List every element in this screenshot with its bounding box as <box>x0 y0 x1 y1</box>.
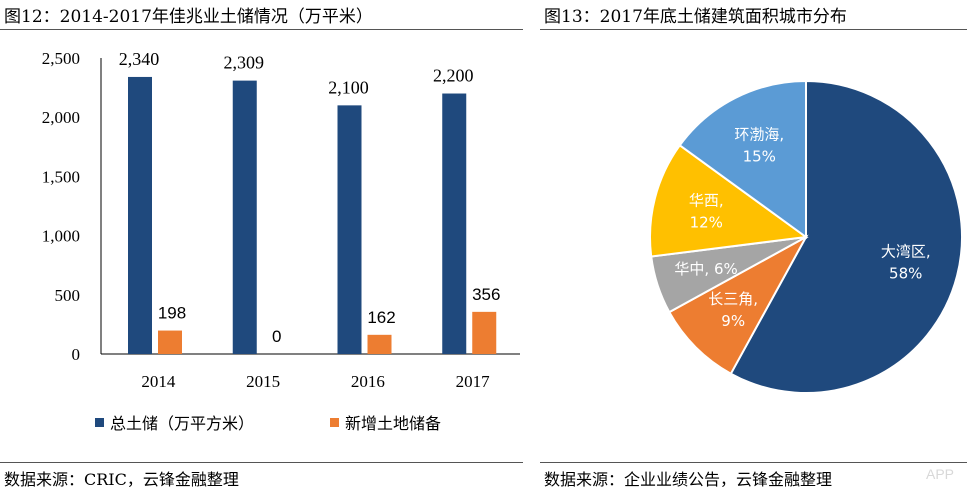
pie-chart-panel: 图13：2017年底土储建筑面积城市分布 大湾区, 58% 长三角, 9% 华中, 6%… <box>540 0 967 493</box>
data-label-new: 0 <box>272 327 281 346</box>
pie-slice-percent: 12% <box>690 213 723 231</box>
bar-new-land <box>158 330 182 354</box>
legend-swatch-total <box>95 417 104 427</box>
pie-slice-name: 华西, <box>689 191 724 209</box>
pie-slice <box>649 143 809 258</box>
watermark: APP <box>926 466 955 482</box>
bar-new-land <box>367 334 392 354</box>
data-label-new: 198 <box>158 304 186 323</box>
y-tick-label: 1,000 <box>42 227 80 246</box>
bar-chart-panel: 图12：2014-2017年佳兆业土储情况（万平米） 0 500 1,000 1,50… <box>0 7 523 489</box>
x-tick-label: 2014 <box>141 372 176 391</box>
source-divider <box>0 462 523 463</box>
pie-slice <box>729 79 963 394</box>
source-divider <box>540 462 967 463</box>
legend-total-storage: 总土储（万平方米） <box>95 410 254 434</box>
legend-label-new: 新增土地储备 <box>345 414 442 433</box>
y-tick-label: 2,500 <box>42 49 80 68</box>
bar-new-land <box>472 311 497 354</box>
pie-slice <box>667 234 809 376</box>
pie-slice-name: 长三角, <box>708 290 758 308</box>
x-tick-label: 2017 <box>456 372 491 391</box>
data-label-total: 2,340 <box>119 49 160 69</box>
data-label-total: 2,100 <box>328 77 369 97</box>
pie-slice-name: 环渤海, <box>734 125 784 143</box>
bar-chart-title: 图12：2014-2017年佳兆业土储情况（万平米） <box>4 7 373 27</box>
pie-chart: 大湾区, 58% 长三角, 9% 华中, 6% 华西, 12% 环渤海, 15% <box>649 79 963 394</box>
y-tick-label: 500 <box>55 286 81 305</box>
pie-slice-percent: 15% <box>743 147 776 165</box>
pie-chart-title: 图13：2017年底土储建筑面积城市分布 <box>544 7 847 27</box>
title-divider <box>0 29 523 30</box>
bar-total-storage <box>128 76 152 354</box>
pie-chart-source: 数据来源：企业业绩公告，云锋金融整理 APP <box>544 466 954 490</box>
pie-slice <box>678 79 807 239</box>
bar-chart: 0 500 1,000 1,500 2,000 2,500 2014 2,340 198 2015… <box>42 49 520 391</box>
pie-slice-label: 华中, 6% <box>674 260 737 278</box>
bar-total-storage <box>442 93 467 355</box>
x-tick-label: 2016 <box>351 372 385 391</box>
pie-slice-percent: 9% <box>721 312 745 330</box>
data-label-total: 2,309 <box>224 53 265 73</box>
title-divider <box>540 29 967 30</box>
legend-label-total: 总土储（万平方米） <box>110 414 255 433</box>
y-tick-label: 2,000 <box>42 108 80 127</box>
data-label-new: 356 <box>472 285 500 304</box>
data-label-total: 2,200 <box>433 66 474 86</box>
pie-slice-percent: 58% <box>889 265 922 283</box>
bar-chart-source: 数据来源：CRIC，云锋金融整理 <box>4 470 239 489</box>
bar-total-storage <box>337 105 362 354</box>
legend-new-land: 新增土地储备 <box>330 410 441 434</box>
pie-slice-name: 大湾区, <box>881 243 931 261</box>
x-tick-label: 2015 <box>246 372 280 391</box>
legend-swatch-new <box>330 417 339 427</box>
y-tick-label: 1,500 <box>42 167 80 186</box>
y-tick-label: 0 <box>72 345 81 364</box>
data-label-new: 162 <box>367 308 395 327</box>
bar-total-storage <box>232 80 257 354</box>
pie-source-text: 数据来源：企业业绩公告，云锋金融整理 <box>544 470 833 489</box>
